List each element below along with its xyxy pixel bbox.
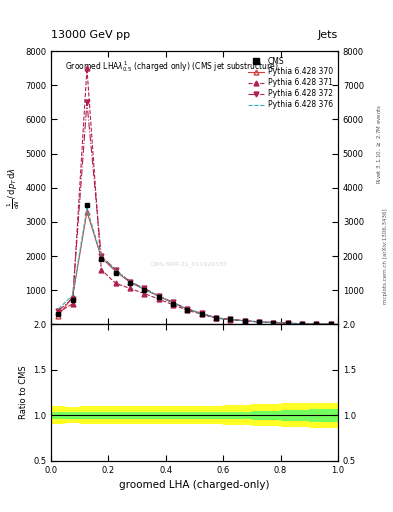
Text: mcplots.cern.ch [arXiv:1306.3436]: mcplots.cern.ch [arXiv:1306.3436] <box>383 208 387 304</box>
Text: Groomed LHA$\lambda^1_{0.5}$ (charged only) (CMS jet substructure): Groomed LHA$\lambda^1_{0.5}$ (charged on… <box>65 59 279 74</box>
X-axis label: groomed LHA (charged-only): groomed LHA (charged-only) <box>119 480 270 490</box>
Legend: CMS, Pythia 6.428 370, Pythia 6.428 371, Pythia 6.428 372, Pythia 6.428 376: CMS, Pythia 6.428 370, Pythia 6.428 371,… <box>244 53 336 112</box>
Text: Jets: Jets <box>318 30 338 40</box>
Text: Rivet 3.1.10, $\geq$ 2.7M events: Rivet 3.1.10, $\geq$ 2.7M events <box>375 103 383 184</box>
Y-axis label: Ratio to CMS: Ratio to CMS <box>18 366 28 419</box>
Y-axis label: $\frac{1}{\mathregular{d}N}\,/\,\mathregular{d}p_T\,\mathregular{d}\lambda$: $\frac{1}{\mathregular{d}N}\,/\,\mathreg… <box>6 167 22 209</box>
Text: CMS-SMP-21_011920187: CMS-SMP-21_011920187 <box>150 261 228 267</box>
Text: 13000 GeV pp: 13000 GeV pp <box>51 30 130 40</box>
